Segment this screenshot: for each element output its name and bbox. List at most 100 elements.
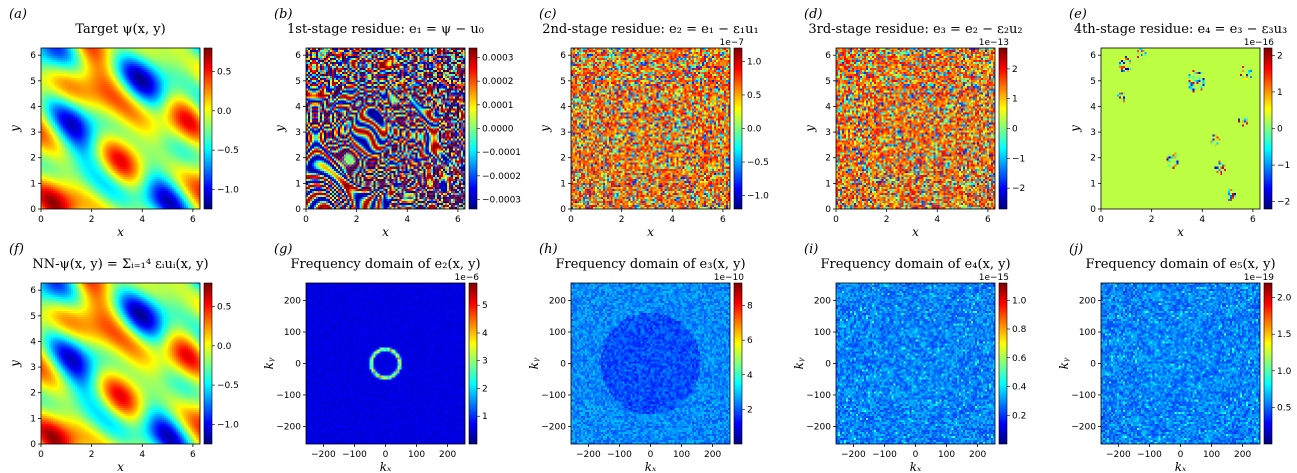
y-tick-label: 4 (1090, 102, 1096, 112)
x-tick-label: 200 (969, 450, 986, 460)
x-tick-label: −100 (342, 450, 367, 460)
y-tick-label: −100 (541, 391, 566, 401)
panel-label: (a) (9, 7, 27, 22)
y-tick-label: 1 (1090, 179, 1096, 189)
y-tick-label: 0 (30, 440, 36, 450)
colorbar-exponent: 1e−19 (1244, 273, 1275, 283)
heatmap-image (41, 283, 200, 444)
colorbar-tick-label: −0.5 (217, 146, 239, 156)
y-tick-label: 5 (30, 77, 36, 87)
x-axis-label: kₓ (910, 460, 922, 473)
y-tick-label: 1 (560, 179, 566, 189)
x-tick-label: 2 (884, 215, 890, 225)
y-tick-label: 0 (560, 360, 566, 370)
colorbar (999, 283, 1007, 444)
y-axis-label: y (538, 125, 552, 133)
plot-frame (305, 47, 466, 210)
colorbar-tick-label: 0.8 (1012, 325, 1027, 335)
y-axis-label: y (273, 125, 287, 133)
colorbar-tick-label: 0 (1012, 125, 1018, 135)
colorbar-exponent: 1e−16 (1244, 38, 1275, 48)
colorbar (999, 48, 1007, 209)
colorbar-tick-label: −1 (1012, 154, 1025, 164)
colorbar-tick-label: 1 (1277, 88, 1283, 98)
colorbar-tick-label: 1.0 (1277, 367, 1292, 377)
colorbar-exponent: 1e−13 (979, 38, 1009, 48)
x-tick-label: 0 (38, 450, 44, 460)
y-tick-label: 1 (825, 179, 831, 189)
x-tick-label: 4 (139, 215, 145, 225)
y-tick-label: −100 (276, 391, 301, 401)
y-tick-label: 5 (560, 77, 566, 87)
x-tick-label: 6 (190, 215, 196, 225)
x-tick-label: −100 (1137, 450, 1162, 460)
colorbar-tick-label: −0.0003 (482, 196, 521, 206)
y-tick-label: 4 (295, 102, 301, 112)
y-tick-label: 1 (30, 414, 36, 424)
y-tick-label: 2 (825, 154, 831, 164)
colorbar-tick-label: 0.5 (217, 68, 231, 78)
y-tick-label: 200 (814, 297, 831, 307)
heatmap-image (306, 283, 465, 444)
colorbar-tick-label: −1.0 (747, 192, 769, 202)
y-tick-label: −200 (1071, 422, 1096, 432)
plot-frame (1100, 47, 1261, 210)
x-tick-label: 200 (1234, 450, 1251, 460)
colorbar-tick-label: 5 (482, 301, 488, 311)
y-tick-label: −200 (541, 422, 566, 432)
y-tick-label: −200 (806, 422, 831, 432)
x-tick-label: 100 (938, 450, 955, 460)
x-axis-label: kₓ (380, 460, 392, 473)
panel-c: (c)2nd-stage residue: e₂ = e₁ − ε₁u₁ 0 2 4 6… (538, 7, 769, 239)
panel-title: 1st-stage residue: e₁ = ψ − u₀ (287, 22, 484, 37)
y-tick-label: 6 (825, 51, 831, 61)
y-tick-label: 2 (295, 154, 301, 164)
panel-label: (i) (804, 242, 818, 257)
colorbar-tick-label: −0.5 (217, 381, 239, 391)
panel-f: (f) NN-ψ(x, y) = Σᵢ₌₁⁴ εᵢuᵢ(x, y) 0 2 4 6 0 1 2 3… (8, 242, 239, 473)
y-tick-label: 200 (549, 297, 566, 307)
x-tick-label: −100 (872, 450, 897, 460)
colorbar-tick-label: 1 (1012, 95, 1018, 105)
y-tick-label: 0 (560, 205, 566, 215)
colorbar-frame (1263, 282, 1273, 445)
x-axis-label: x (117, 225, 124, 239)
colorbar-tick-label: 1.5 (1277, 330, 1291, 340)
y-tick-label: −200 (276, 422, 301, 432)
x-tick-label: 6 (455, 215, 461, 225)
colorbar-tick-label: 0.4 (1012, 383, 1027, 393)
panel-label: (g) (274, 242, 292, 257)
x-tick-label: −200 (311, 450, 336, 460)
x-tick-label: 2 (619, 215, 625, 225)
colorbar-tick-label: 0.0 (747, 125, 762, 135)
x-axis-label: x (912, 225, 919, 239)
y-tick-label: 3 (295, 128, 301, 138)
x-tick-label: 2 (1149, 215, 1155, 225)
panel-title: Frequency domain of e₂(x, y) (290, 257, 480, 272)
colorbar-tick-label: 0.6 (1012, 354, 1027, 364)
plot-frame (40, 282, 201, 445)
panel-title: Frequency domain of e₄(x, y) (820, 257, 1010, 272)
x-tick-label: 200 (704, 450, 721, 460)
x-axis-label: x (1177, 225, 1184, 239)
y-tick-label: 6 (295, 51, 301, 61)
panel-e: (e)4th-stage residue: e₄ = e₃ − ε₃u₃ 0 2 4 6… (1068, 7, 1290, 239)
y-tick-label: 3 (30, 128, 36, 138)
panel-label: (b) (274, 7, 292, 22)
y-tick-label: 100 (284, 328, 301, 338)
colorbar-tick-label: 1.0 (747, 57, 762, 67)
y-tick-label: 1 (295, 179, 301, 189)
x-tick-label: 200 (439, 450, 456, 460)
x-tick-label: 4 (934, 215, 940, 225)
colorbar-tick-label: 1 (482, 412, 488, 422)
y-axis-label: y (8, 125, 22, 133)
panel-label: (f) (9, 242, 24, 257)
heatmap-image (571, 48, 730, 209)
colorbar-tick-label: 0.2 (1012, 411, 1026, 421)
panel-label: (e) (1069, 7, 1087, 22)
colorbar (469, 48, 477, 209)
y-axis-label: y (1068, 125, 1082, 133)
panel-label: (d) (804, 7, 822, 22)
colorbar-tick-label: −0.5 (747, 158, 769, 168)
